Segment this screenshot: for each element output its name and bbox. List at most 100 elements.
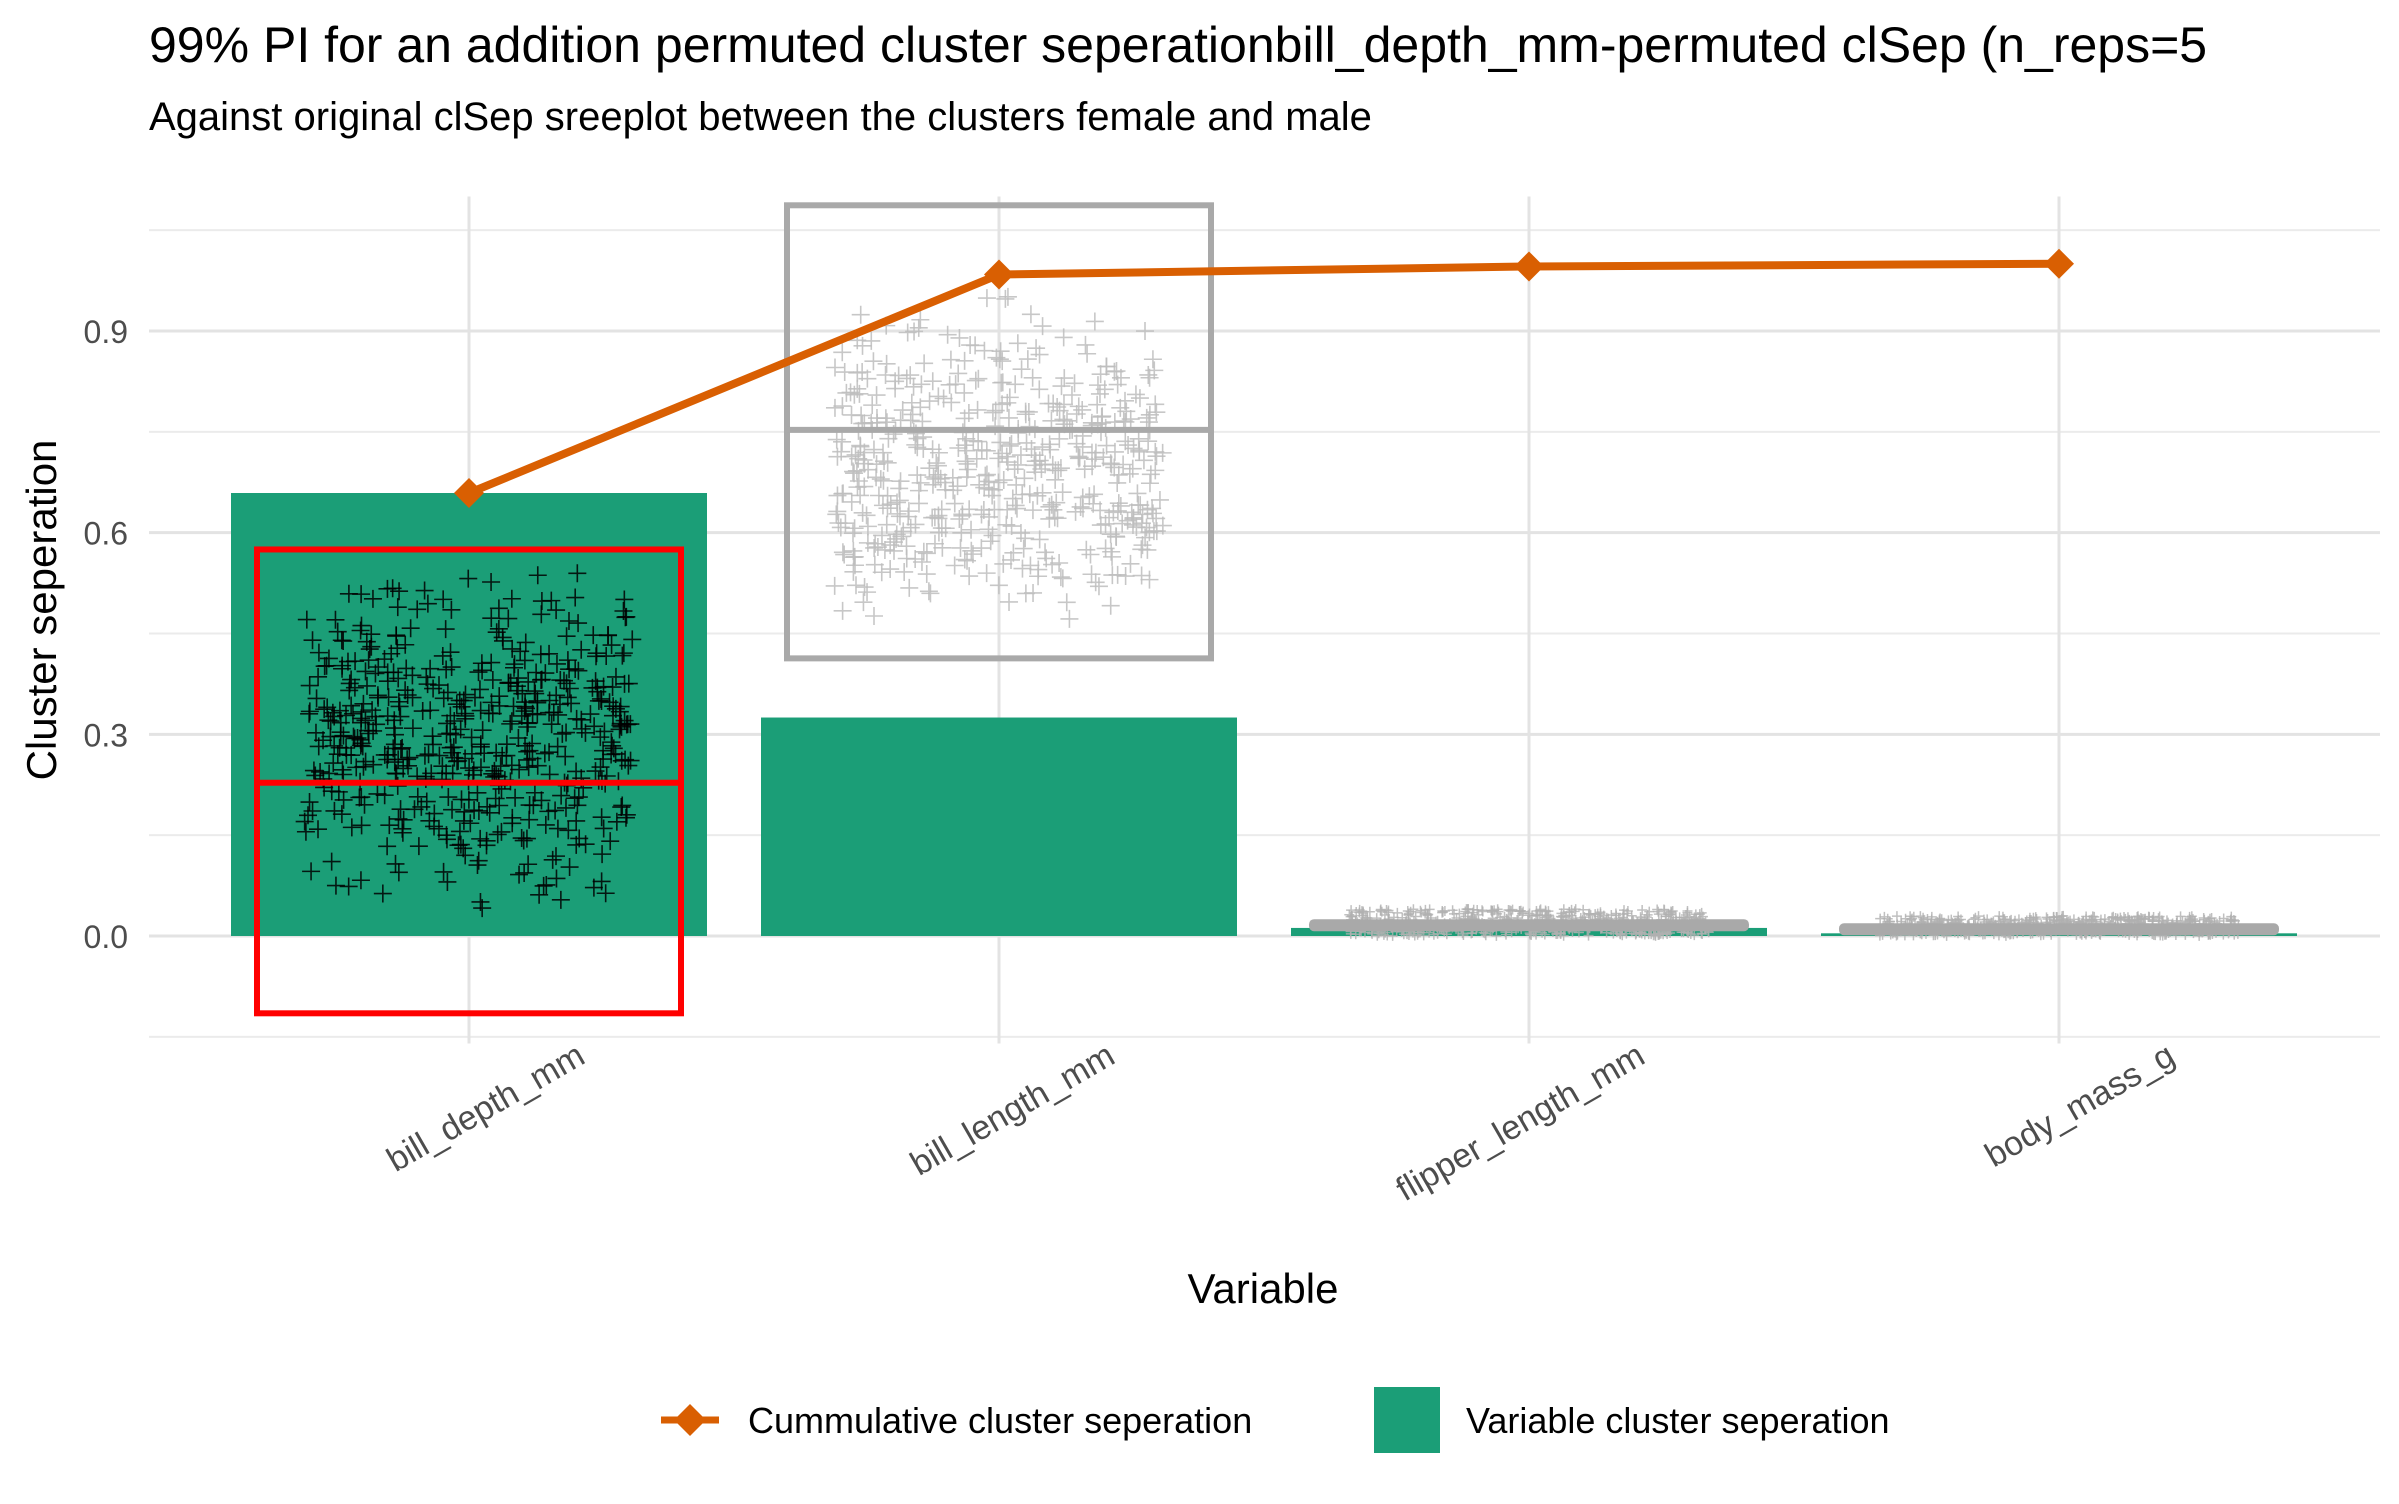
permutation-point — [933, 538, 952, 557]
permutation-point — [886, 379, 905, 398]
permutation-point — [515, 651, 534, 670]
permutation-point — [825, 398, 844, 417]
permutation-point — [515, 702, 534, 721]
permutation-point — [515, 863, 534, 882]
permutation-point — [488, 825, 507, 844]
permutation-point — [1116, 391, 1134, 410]
cumulative-point-body_mass_g — [2044, 248, 2074, 279]
permutation-point — [518, 750, 537, 769]
permutation-point — [303, 801, 322, 820]
permutation-point — [1146, 442, 1165, 461]
permutation-point — [516, 633, 535, 652]
permutation-point — [911, 310, 930, 329]
permutation-point — [502, 589, 521, 608]
permutation-point — [942, 393, 961, 412]
permutation-point — [328, 622, 347, 641]
permutation-point — [1102, 455, 1121, 474]
permutation-point — [470, 680, 489, 699]
permutation-point — [601, 832, 620, 851]
permutation-point — [559, 821, 578, 840]
permutation-point — [532, 791, 551, 810]
permutation-point — [955, 351, 974, 370]
permutation-point — [887, 529, 906, 548]
permutation-point — [969, 369, 988, 388]
permutation-point — [908, 438, 927, 457]
permutation-point — [437, 826, 456, 845]
permutation-point — [599, 626, 618, 645]
permutation-point — [1053, 569, 1072, 588]
permutation-point — [921, 584, 940, 603]
permutation-point — [955, 383, 974, 402]
permutation-point — [1532, 910, 1543, 921]
permutation-point — [345, 678, 364, 697]
permutation-point — [1973, 911, 1984, 922]
permutation-point — [306, 723, 325, 742]
permutation-point — [613, 646, 632, 665]
permutation-point — [536, 664, 555, 683]
permutation-point — [1055, 369, 1074, 388]
permutation-point — [1013, 559, 1032, 578]
permutation-point — [378, 837, 397, 856]
permutation-point — [497, 735, 516, 754]
permutation-point — [972, 440, 991, 459]
permutation-point — [929, 387, 948, 406]
permutation-point — [841, 383, 860, 402]
permutation-point — [1143, 499, 1162, 518]
permutation-point — [586, 762, 605, 781]
permutation-point — [581, 705, 600, 724]
permutation-point — [1101, 596, 1120, 615]
permutation-point — [1583, 930, 1594, 941]
permutation-point — [881, 560, 900, 579]
permutation-point — [621, 751, 640, 770]
permutation-point — [1050, 429, 1069, 448]
permutation-point — [1047, 493, 1066, 512]
permutation-point — [859, 460, 878, 479]
permutation-point — [469, 801, 488, 820]
permutation-point — [1140, 474, 1159, 493]
permutation-point — [594, 750, 613, 769]
permutation-point — [871, 470, 890, 489]
permutation-point — [537, 875, 556, 894]
permutation-point — [977, 289, 996, 308]
legend-label-variable: Variable cluster seperation — [1466, 1400, 1890, 1441]
permutation-point — [1008, 455, 1027, 474]
permutation-point — [360, 640, 379, 659]
permutation-point — [516, 699, 535, 718]
permutation-point — [613, 796, 632, 815]
permutation-point — [519, 758, 538, 777]
permutation-point — [593, 845, 612, 864]
permutation-point — [1147, 403, 1166, 422]
permutation-point — [1953, 911, 1964, 922]
permutation-point — [512, 829, 531, 848]
permutation-point — [958, 551, 977, 570]
permutation-point — [1146, 461, 1165, 480]
permutation-point — [889, 366, 908, 385]
permutation-point — [493, 631, 512, 650]
permutation-point — [1023, 368, 1042, 387]
permutation-point — [602, 745, 621, 764]
permutation-point — [489, 599, 508, 618]
permutation-point — [315, 700, 334, 719]
permutation-point — [356, 752, 375, 771]
permutation-point — [343, 704, 362, 723]
permutation-point — [375, 786, 394, 805]
permutation-point — [352, 585, 371, 604]
permutation-point — [956, 452, 975, 471]
permutation-point — [1381, 905, 1392, 916]
permutation-point — [1086, 573, 1105, 592]
permutation-point — [2148, 911, 2159, 922]
permutation-point — [1008, 334, 1027, 353]
permutation-point — [992, 373, 1011, 392]
permutation-point — [1610, 908, 1621, 919]
permutation-point — [568, 564, 587, 583]
permutation-point — [989, 473, 1008, 492]
permutation-point — [1054, 410, 1073, 429]
permutation-point — [1026, 463, 1045, 482]
permutation-point — [1021, 556, 1040, 575]
permutation-point — [867, 386, 886, 405]
permutation-point — [543, 850, 562, 869]
permutation-point — [619, 674, 638, 693]
permutation-point — [1030, 345, 1049, 364]
permutation-point — [1132, 566, 1151, 585]
